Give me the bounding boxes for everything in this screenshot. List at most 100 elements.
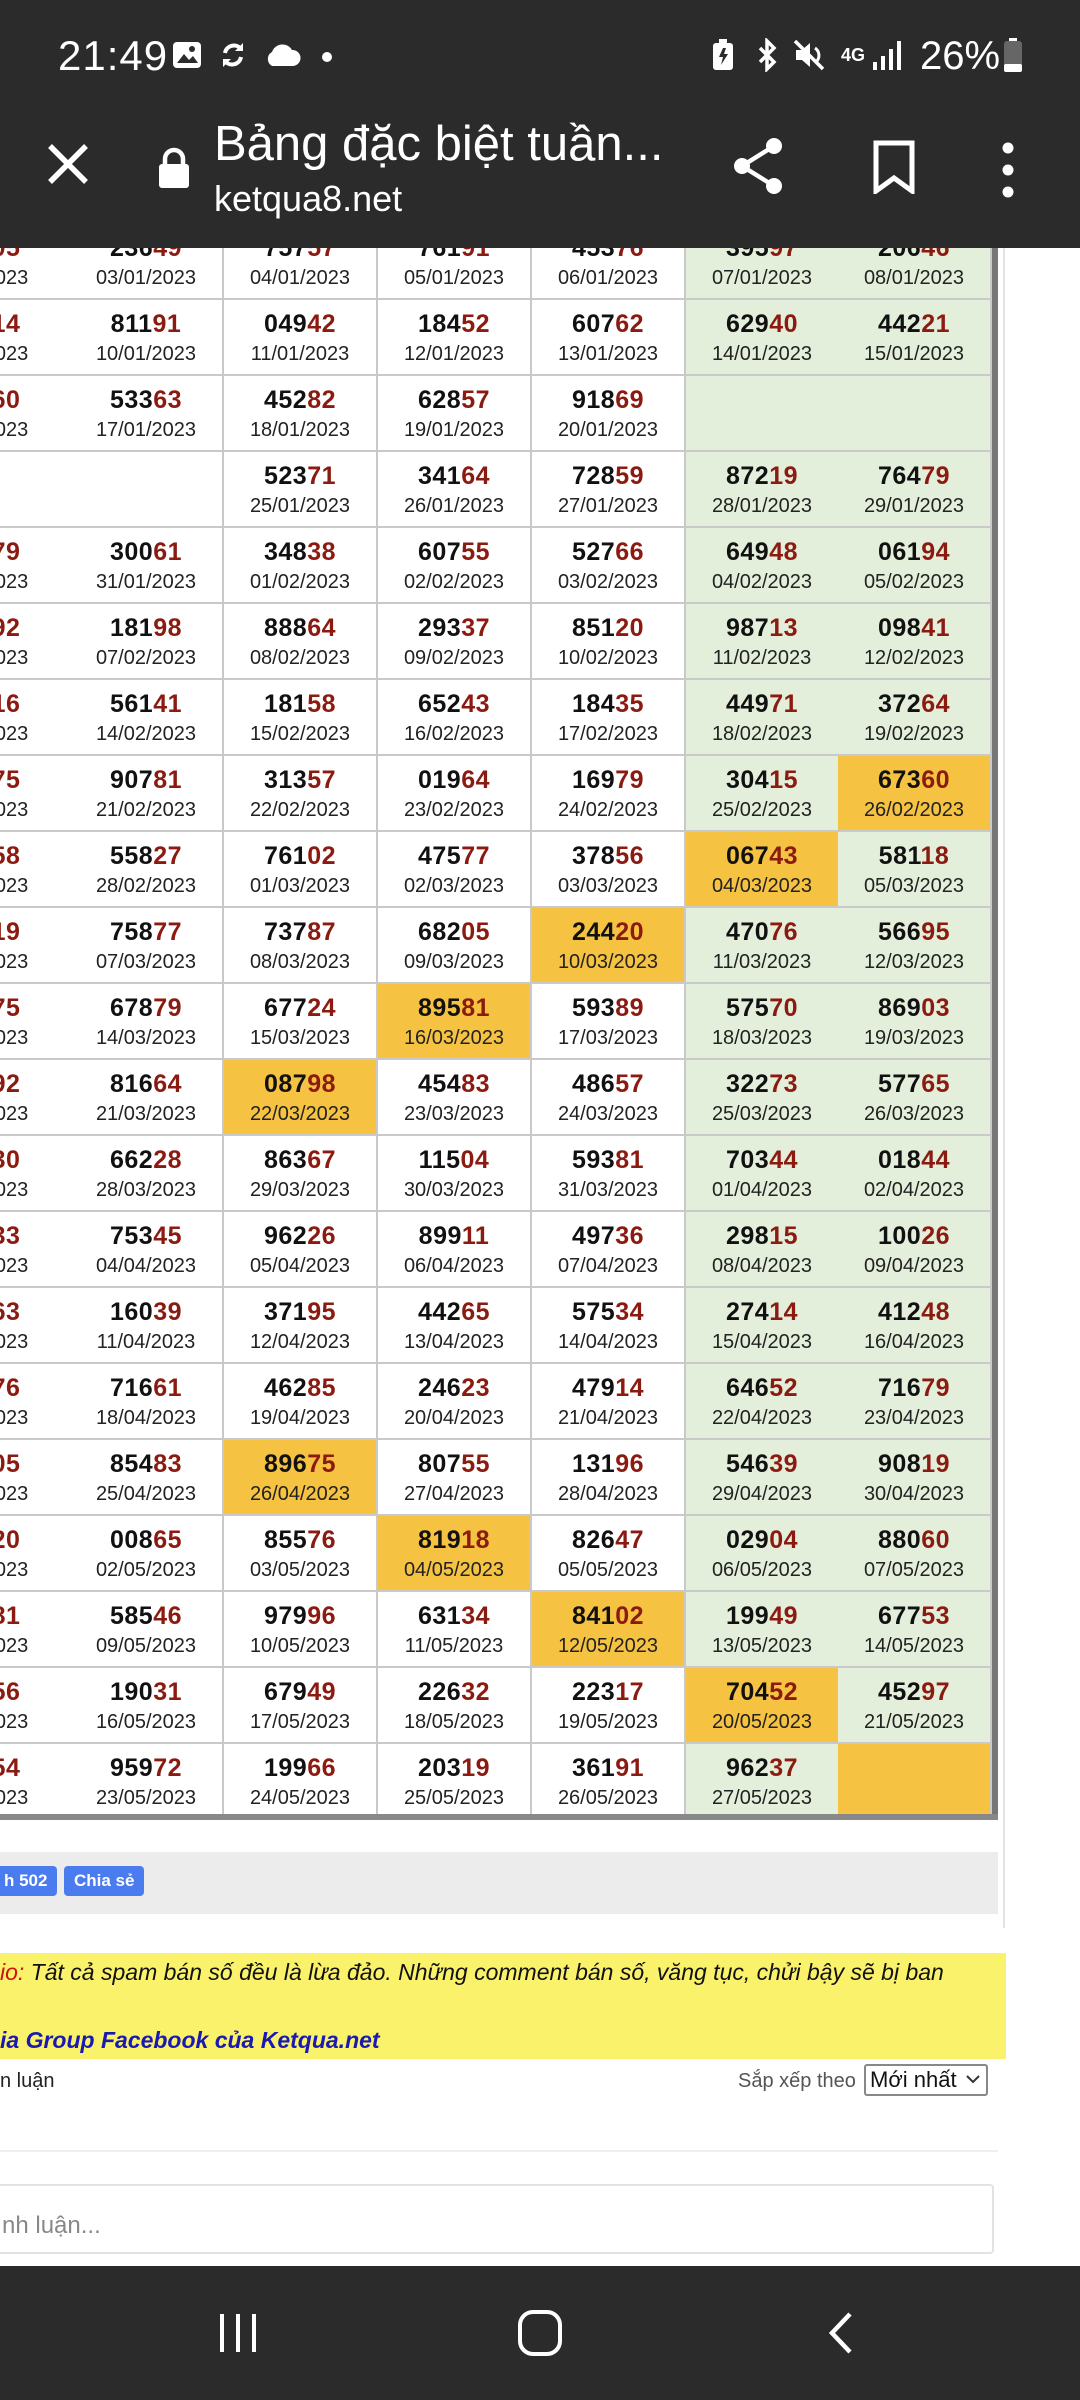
result-cell: 90781 21/02/2023 <box>70 756 224 832</box>
result-cell: 95972 23/05/2023 <box>70 1744 224 1820</box>
like-button[interactable]: h 502 <box>0 1866 58 1896</box>
battery-percent: 26% <box>920 34 1001 78</box>
close-icon[interactable] <box>44 140 92 188</box>
share-icon[interactable] <box>730 136 786 196</box>
number-tail: 31 <box>153 1678 183 1706</box>
result-cell: 16039 11/04/2023 <box>70 1288 224 1364</box>
number-tail: 41 <box>921 614 951 642</box>
system-nav-bar <box>0 2266 1080 2400</box>
result-cell: 46285 19/04/2023 <box>224 1364 378 1440</box>
number-tail: 28 <box>153 1146 183 1174</box>
result-cell: 81664 21/03/2023 <box>70 1060 224 1136</box>
result-cell: 75345 04/04/2023 <box>70 1212 224 1288</box>
result-number: 54639 <box>686 1450 838 1480</box>
result-cell: 11504 30/03/2023 <box>378 1136 532 1212</box>
facebook-group-link[interactable]: ia Group Facebook của Ketqua.net <box>0 2027 380 2053</box>
result-cell: 57534 14/04/2023 <box>532 1288 686 1364</box>
number-prefix: 959 <box>109 1754 154 1782</box>
number-tail: 57 <box>615 1070 645 1098</box>
result-number: 58 <box>0 842 82 872</box>
result-date: 19/04/2023 <box>249 1407 351 1429</box>
result-number: 18435 <box>532 690 684 720</box>
bookmark-icon[interactable] <box>872 140 916 194</box>
result-date: 20/05/2023 <box>711 1711 813 1733</box>
result-cell: 60762 13/01/2023 <box>532 300 686 376</box>
result-date: 07/04/2023 <box>557 1255 659 1277</box>
result-date: 15/03/2023 <box>249 1027 351 1049</box>
result-number: 76191 <box>378 248 530 264</box>
result-cell: 37195 12/04/2023 <box>224 1288 378 1364</box>
comment-input[interactable]: nh luận... <box>0 2184 994 2254</box>
number-tail: 64 <box>307 614 337 642</box>
result-cell: 98713 11/02/2023 <box>686 604 840 680</box>
notice-text: io: Tất cả spam bán số đều là lừa đảo. N… <box>0 1959 944 1986</box>
result-date: 16/04/2023 <box>863 1331 965 1353</box>
page-title[interactable]: Bảng đặc biệt tuần... <box>214 117 664 171</box>
result-number: 85576 <box>224 1526 376 1556</box>
number-tail: 82 <box>307 386 337 414</box>
result-number: 19031 <box>70 1678 222 1708</box>
result-date: 2023 <box>0 951 29 973</box>
result-date: 04/04/2023 <box>95 1255 197 1277</box>
result-number: 19966 <box>224 1754 376 1784</box>
result-date: 20/04/2023 <box>403 1407 505 1429</box>
number-prefix: 979 <box>263 1602 308 1630</box>
result-cell: 70344 01/04/2023 <box>686 1136 840 1212</box>
result-date: 26/05/2023 <box>557 1787 659 1809</box>
home-icon[interactable] <box>510 2306 570 2360</box>
result-date: 26/02/2023 <box>863 799 965 821</box>
result-number: 37856 <box>532 842 684 872</box>
table-row: 7520236787914/03/20236772415/03/20238958… <box>0 984 1000 1060</box>
number-prefix: 181 <box>263 690 308 718</box>
result-date: 28/04/2023 <box>557 1483 659 1505</box>
result-number <box>838 386 990 416</box>
result-date: 16/05/2023 <box>95 1711 197 1733</box>
number-prefix: 962 <box>725 1754 770 1782</box>
result-cell: 18435 17/02/2023 <box>532 680 686 756</box>
sort-value: Mới nhất <box>870 2067 957 2092</box>
result-cell: 63134 11/05/2023 <box>378 1592 532 1668</box>
number-tail: 04 <box>460 1146 490 1174</box>
result-cell: 27414 15/04/2023 <box>686 1288 840 1364</box>
number-tail: 20 <box>615 918 645 946</box>
number-tail: 65 <box>461 1298 491 1326</box>
recent-apps-icon[interactable] <box>214 2306 262 2360</box>
result-number: 64948 <box>686 538 838 568</box>
number-tail: 92 <box>0 1070 21 1098</box>
result-cell: 20646 08/01/2023 <box>838 248 992 300</box>
number-prefix: 819 <box>417 1526 462 1554</box>
number-prefix: 888 <box>263 614 308 642</box>
sort-select[interactable]: Mới nhất <box>864 2064 988 2096</box>
result-date: 21/03/2023 <box>95 1103 197 1125</box>
comments-divider <box>0 2150 998 2152</box>
page-url[interactable]: ketqua8.net <box>214 178 403 219</box>
result-number: 60762 <box>532 310 684 340</box>
number-prefix: 907 <box>109 766 154 794</box>
result-cell: 13196 28/04/2023 <box>532 1440 686 1516</box>
result-date: 16/03/2023 <box>403 1027 505 1049</box>
result-date: 10/01/2023 <box>95 343 197 365</box>
result-number: 58118 <box>838 842 990 872</box>
result-date: 14/05/2023 <box>863 1635 965 1657</box>
result-number: 75 <box>0 994 82 1024</box>
more-options-icon[interactable] <box>1000 140 1016 200</box>
result-cell: 47914 21/04/2023 <box>532 1364 686 1440</box>
number-prefix: 442 <box>877 310 922 338</box>
result-date: 10/05/2023 <box>249 1635 351 1657</box>
page-edge-line <box>1003 248 1005 1928</box>
back-icon[interactable] <box>820 2306 864 2360</box>
number-tail: 14 <box>0 310 21 338</box>
number-tail: 13 <box>769 614 799 642</box>
result-date: 2023 <box>0 1027 29 1049</box>
number-tail: 20 <box>0 1526 21 1554</box>
number-prefix: 395 <box>725 248 770 262</box>
table-row: 5820235582728/02/20237610201/03/20234757… <box>0 832 1000 908</box>
result-cell: 06194 05/02/2023 <box>838 528 992 604</box>
number-tail: 15 <box>769 766 799 794</box>
lock-icon[interactable] <box>156 146 192 190</box>
number-prefix: 236 <box>109 248 154 262</box>
share-button[interactable]: Chia sẻ <box>64 1866 145 1896</box>
result-cell: 22317 19/05/2023 <box>532 1668 686 1744</box>
result-cell: 34838 01/02/2023 <box>224 528 378 604</box>
result-cell: 59381 31/03/2023 <box>532 1136 686 1212</box>
